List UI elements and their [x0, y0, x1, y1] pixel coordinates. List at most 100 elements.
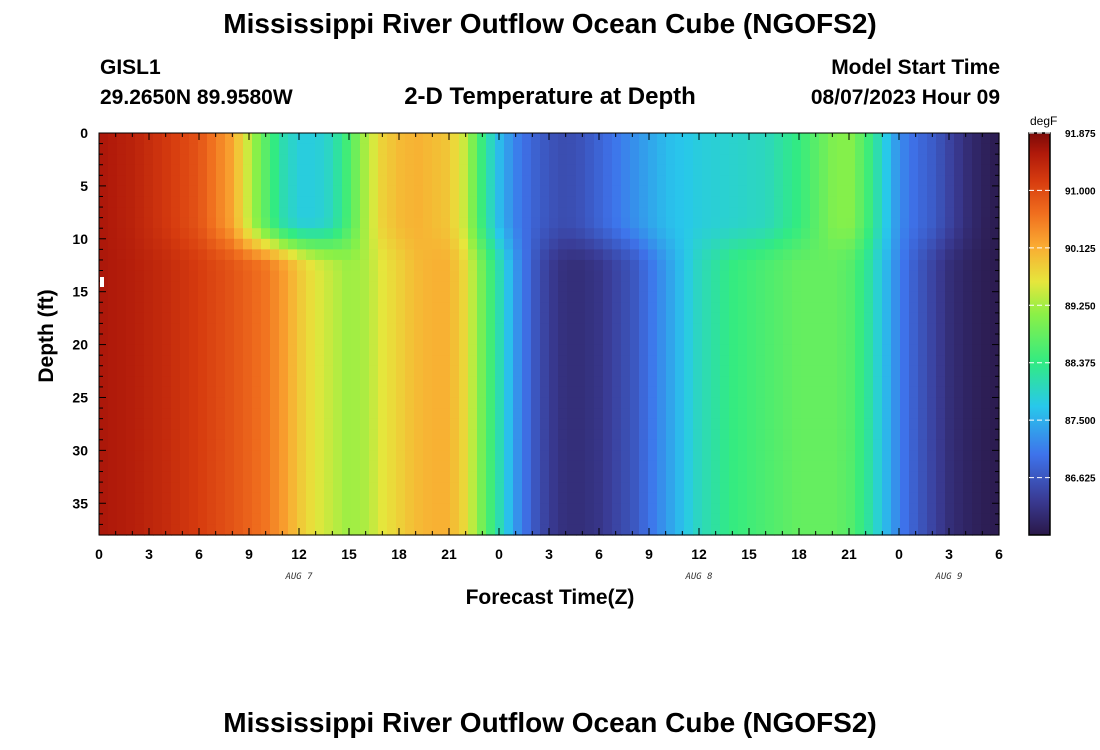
- heatmap-cell: [99, 376, 109, 388]
- heatmap-cell: [279, 207, 289, 219]
- heatmap-cell: [117, 513, 127, 526]
- heatmap-cell: [675, 312, 685, 325]
- heatmap-cell: [810, 344, 820, 356]
- heatmap-cell: [819, 355, 829, 367]
- heatmap-cell: [693, 185, 703, 198]
- heatmap-cell: [297, 344, 307, 356]
- heatmap-cell: [522, 238, 532, 250]
- heatmap-cell: [549, 397, 559, 409]
- heatmap-cell: [927, 344, 937, 356]
- heatmap-cell: [477, 228, 487, 240]
- heatmap-cell: [486, 471, 496, 483]
- heatmap-cell: [558, 334, 568, 346]
- heatmap-cell: [261, 355, 271, 367]
- heatmap-cell: [882, 376, 892, 388]
- heatmap-cell: [441, 397, 451, 409]
- heatmap-cell: [279, 259, 289, 272]
- heatmap-cell: [378, 196, 388, 208]
- heatmap-cell: [648, 376, 658, 388]
- heatmap-cell: [738, 185, 748, 198]
- heatmap-cell: [882, 154, 892, 166]
- heatmap-cell: [405, 450, 415, 462]
- heatmap-cell: [234, 471, 244, 483]
- heatmap-cell: [837, 513, 847, 526]
- heatmap-cell: [234, 291, 244, 303]
- heatmap-cell: [495, 344, 505, 356]
- heatmap-cell: [747, 291, 757, 303]
- heatmap-cell: [378, 513, 388, 526]
- x-tick-label: 0: [95, 546, 103, 562]
- heatmap-cell: [126, 175, 136, 187]
- heatmap-cell: [747, 133, 757, 145]
- heatmap-cell: [819, 154, 829, 166]
- heatmap-cell: [657, 355, 667, 367]
- heatmap-cell: [270, 439, 280, 451]
- heatmap-cell: [459, 143, 469, 155]
- heatmap-cell: [819, 439, 829, 451]
- heatmap-cell: [243, 492, 253, 504]
- heatmap-cell: [837, 492, 847, 504]
- heatmap-cell: [288, 492, 298, 504]
- heatmap-cell: [198, 513, 208, 526]
- heatmap-cell: [720, 259, 730, 272]
- heatmap-cell: [666, 492, 676, 504]
- heatmap-cell: [630, 259, 640, 272]
- heatmap-cell: [243, 302, 253, 314]
- heatmap-cell: [531, 450, 541, 462]
- heatmap-cell: [846, 355, 856, 367]
- heatmap-cell: [990, 503, 1000, 515]
- heatmap-cell: [513, 450, 523, 462]
- heatmap-cell: [522, 365, 532, 377]
- heatmap-cell: [657, 217, 667, 229]
- heatmap-cell: [774, 460, 784, 473]
- heatmap-cell: [558, 133, 568, 145]
- x-date-label: AUG 8: [684, 572, 712, 582]
- heatmap-cell: [945, 302, 955, 314]
- heatmap-cell: [657, 460, 667, 473]
- heatmap-cell: [243, 291, 253, 303]
- heatmap-cell: [108, 408, 118, 420]
- heatmap-cell: [909, 344, 919, 356]
- heatmap-cell: [243, 418, 253, 430]
- heatmap-cell: [810, 503, 820, 515]
- heatmap-cell: [468, 164, 478, 176]
- heatmap-cell: [621, 249, 631, 261]
- x-tick-label: 0: [495, 546, 503, 562]
- heatmap-cell: [504, 207, 514, 219]
- heatmap-cell: [792, 397, 802, 409]
- heatmap-cell: [432, 164, 442, 176]
- heatmap-cell: [459, 302, 469, 314]
- heatmap-cell: [144, 270, 154, 282]
- heatmap-cell: [738, 164, 748, 176]
- heatmap-cell: [756, 418, 766, 430]
- heatmap-cell: [324, 175, 334, 187]
- heatmap-cell: [513, 460, 523, 473]
- heatmap-cell: [621, 270, 631, 282]
- heatmap-cell: [441, 355, 451, 367]
- heatmap-cell: [531, 259, 541, 272]
- heatmap-cell: [315, 270, 325, 282]
- heatmap-cell: [846, 482, 856, 494]
- heatmap-cell: [873, 312, 883, 325]
- heatmap-cell: [873, 133, 883, 145]
- heatmap-cell: [279, 492, 289, 504]
- heatmap-cell: [963, 492, 973, 504]
- heatmap-cell: [522, 513, 532, 526]
- heatmap-cell: [927, 460, 937, 473]
- heatmap-cell: [963, 408, 973, 420]
- heatmap-cell: [234, 439, 244, 451]
- heatmap-cell: [882, 450, 892, 462]
- heatmap-cell: [117, 259, 127, 272]
- heatmap-cell: [729, 228, 739, 240]
- heatmap-cell: [450, 207, 460, 219]
- heatmap-cell: [846, 513, 856, 526]
- heatmap-cell: [315, 196, 325, 208]
- heatmap-cell: [162, 365, 172, 377]
- heatmap-cell: [297, 524, 307, 536]
- heatmap-cell: [378, 302, 388, 314]
- heatmap-cell: [486, 259, 496, 272]
- heatmap-cell: [585, 365, 595, 377]
- heatmap-cell: [432, 365, 442, 377]
- heatmap-cell: [900, 513, 910, 526]
- heatmap-cell: [468, 302, 478, 314]
